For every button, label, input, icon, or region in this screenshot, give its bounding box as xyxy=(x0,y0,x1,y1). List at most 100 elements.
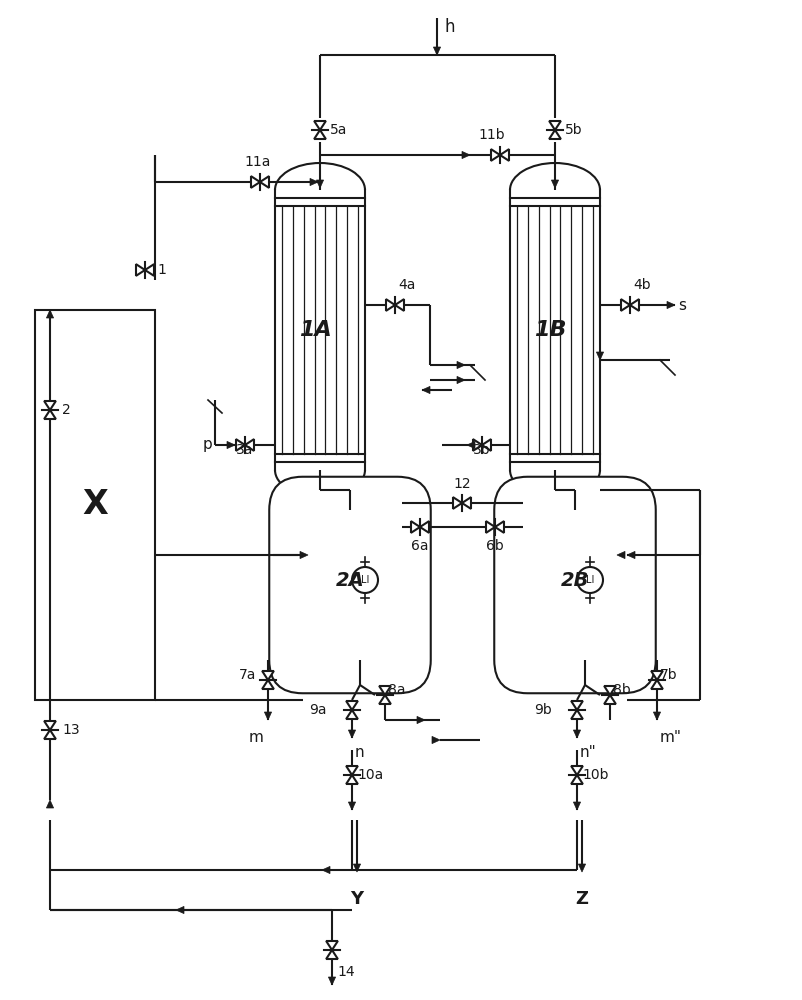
Polygon shape xyxy=(420,521,429,533)
Polygon shape xyxy=(322,866,330,874)
Polygon shape xyxy=(473,439,482,451)
Text: 13: 13 xyxy=(62,723,79,737)
Polygon shape xyxy=(549,130,561,139)
Polygon shape xyxy=(462,497,471,509)
Polygon shape xyxy=(251,176,260,188)
Polygon shape xyxy=(500,149,509,161)
Polygon shape xyxy=(314,130,326,139)
Polygon shape xyxy=(457,361,465,369)
Text: 5b: 5b xyxy=(565,123,582,137)
Text: m: m xyxy=(248,730,263,745)
Polygon shape xyxy=(667,301,675,309)
Polygon shape xyxy=(495,521,504,533)
Polygon shape xyxy=(411,521,420,533)
Polygon shape xyxy=(486,521,495,533)
Polygon shape xyxy=(136,264,145,276)
Polygon shape xyxy=(326,950,338,959)
Polygon shape xyxy=(44,730,56,739)
Text: 11a: 11a xyxy=(245,155,271,169)
Text: 3a: 3a xyxy=(237,443,253,457)
Polygon shape xyxy=(326,941,338,950)
Text: Y: Y xyxy=(350,890,363,908)
Polygon shape xyxy=(245,439,254,451)
Polygon shape xyxy=(145,264,154,276)
Polygon shape xyxy=(422,386,430,394)
FancyBboxPatch shape xyxy=(494,477,656,693)
Polygon shape xyxy=(467,441,475,449)
Text: m": m" xyxy=(660,730,682,745)
Polygon shape xyxy=(260,176,269,188)
Polygon shape xyxy=(379,686,391,695)
Text: 10a: 10a xyxy=(357,768,383,782)
Text: 4a: 4a xyxy=(398,278,415,292)
Polygon shape xyxy=(571,766,583,775)
Polygon shape xyxy=(549,121,561,130)
Text: n": n" xyxy=(580,745,597,760)
Polygon shape xyxy=(578,864,585,872)
Polygon shape xyxy=(597,352,604,360)
Text: LI: LI xyxy=(585,575,594,585)
Polygon shape xyxy=(310,178,318,186)
Polygon shape xyxy=(379,695,391,704)
Polygon shape xyxy=(457,376,465,384)
Polygon shape xyxy=(630,299,639,311)
Text: 14: 14 xyxy=(337,965,354,979)
Text: 2B: 2B xyxy=(561,570,589,589)
Polygon shape xyxy=(571,701,583,710)
Text: h: h xyxy=(444,18,455,36)
Polygon shape xyxy=(552,180,559,188)
Text: X: X xyxy=(82,488,108,522)
Polygon shape xyxy=(627,551,635,559)
Polygon shape xyxy=(395,299,404,311)
Polygon shape xyxy=(651,671,662,680)
Text: 2A: 2A xyxy=(335,570,364,589)
Polygon shape xyxy=(44,721,56,730)
Bar xyxy=(35,310,155,700)
Text: 10b: 10b xyxy=(582,768,609,782)
Polygon shape xyxy=(482,439,491,451)
Polygon shape xyxy=(621,299,630,311)
Text: 2: 2 xyxy=(62,403,71,417)
Polygon shape xyxy=(571,710,583,719)
Circle shape xyxy=(577,567,603,593)
Text: 11b: 11b xyxy=(479,128,505,142)
Polygon shape xyxy=(262,671,273,680)
Text: 8b: 8b xyxy=(613,683,630,697)
Text: 7a: 7a xyxy=(239,668,256,682)
Text: n: n xyxy=(355,745,365,760)
Polygon shape xyxy=(346,766,358,775)
FancyBboxPatch shape xyxy=(269,477,431,693)
Text: 8a: 8a xyxy=(388,683,406,697)
Polygon shape xyxy=(651,680,662,689)
Polygon shape xyxy=(328,977,335,985)
Text: LI: LI xyxy=(361,575,369,585)
Polygon shape xyxy=(604,695,616,704)
Text: 9a: 9a xyxy=(310,703,327,717)
Polygon shape xyxy=(47,310,54,318)
Polygon shape xyxy=(462,151,470,159)
Circle shape xyxy=(352,567,378,593)
Text: 9b: 9b xyxy=(534,703,552,717)
Polygon shape xyxy=(317,180,323,188)
Polygon shape xyxy=(346,775,358,784)
Text: 5a: 5a xyxy=(330,123,347,137)
Text: 7b: 7b xyxy=(660,668,678,682)
Polygon shape xyxy=(571,775,583,784)
Text: 1B: 1B xyxy=(534,320,566,340)
Polygon shape xyxy=(348,730,355,738)
Polygon shape xyxy=(573,730,581,738)
Polygon shape xyxy=(348,802,355,810)
Polygon shape xyxy=(432,736,440,744)
Text: 12: 12 xyxy=(453,477,471,491)
Polygon shape xyxy=(386,299,395,311)
Polygon shape xyxy=(47,800,54,808)
Polygon shape xyxy=(617,551,625,559)
Text: 3b: 3b xyxy=(473,443,491,457)
Polygon shape xyxy=(433,47,440,55)
Text: 4b: 4b xyxy=(633,278,650,292)
Polygon shape xyxy=(346,710,358,719)
Polygon shape xyxy=(354,864,361,872)
Polygon shape xyxy=(236,439,245,451)
Text: Z: Z xyxy=(576,890,589,908)
Polygon shape xyxy=(453,497,462,509)
